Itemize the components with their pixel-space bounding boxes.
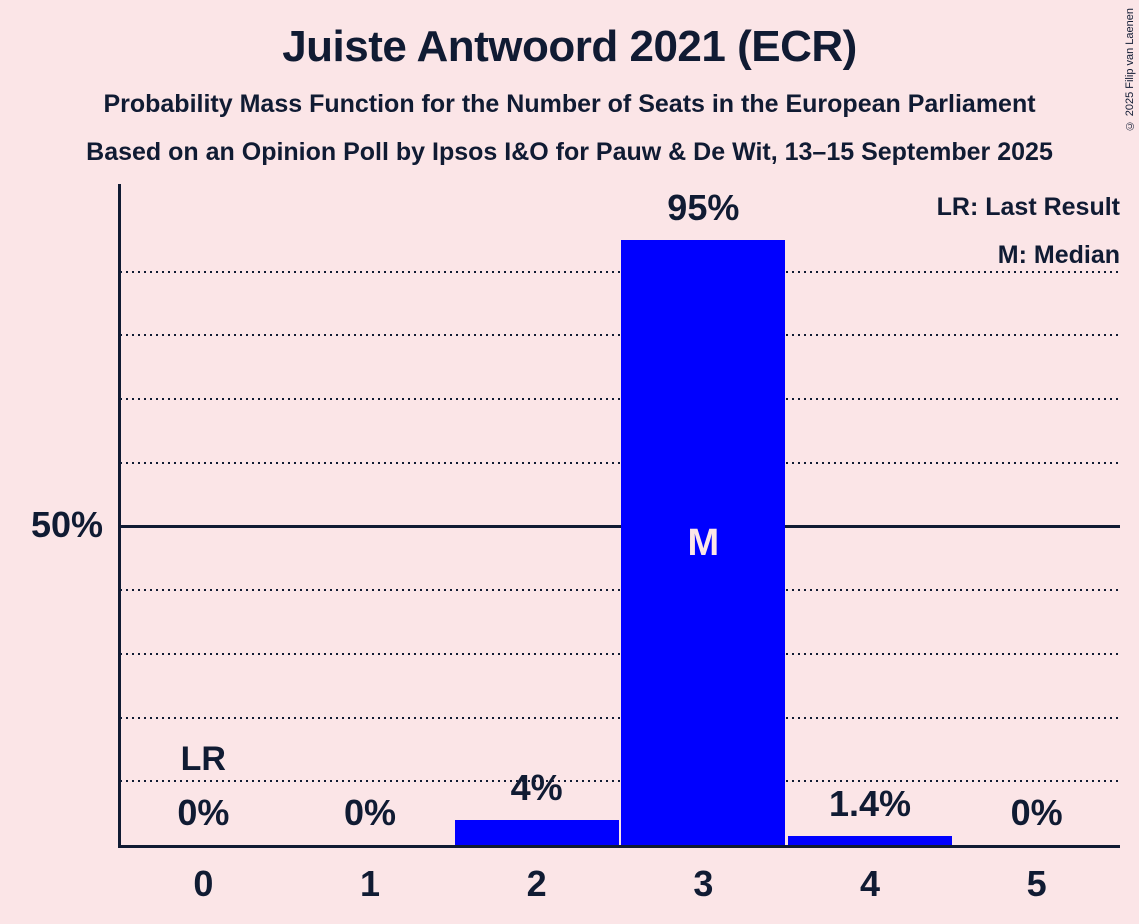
bar-value-label-5: 0% [1010, 792, 1063, 833]
chart-title: Juiste Antwoord 2021 (ECR) [282, 22, 857, 71]
gridline-dotted-70 [120, 398, 1120, 401]
gridline-dotted-90 [120, 270, 1120, 273]
x-tick-1: 1 [359, 863, 381, 904]
legend-last-result: LR: Last Result [936, 193, 1120, 221]
bar-value-label-3: 95% [667, 186, 740, 228]
bar-seats-2 [454, 819, 619, 845]
y-axis-line [118, 184, 121, 848]
chart-legend: LR: Last Result M: Median [937, 183, 1120, 279]
gridline-dotted-20 [120, 716, 1120, 719]
legend-median: M: Median [997, 241, 1120, 269]
x-tick-3: 3 [693, 863, 714, 904]
bar-seats-3 [621, 239, 786, 845]
gridline-dotted-80 [120, 334, 1120, 337]
gridline-dotted-40 [120, 589, 1120, 592]
median-marker: M [687, 522, 720, 564]
bar-seats-4 [788, 836, 952, 845]
bar-value-label-1: 0% [343, 792, 397, 833]
copyright-text: © 2025 Filip van Laenen [1124, 8, 1136, 132]
last-result-marker: LR [180, 740, 226, 778]
gridline-dotted-10 [120, 780, 1120, 783]
plot-area: 0% LR 0% 4% 95% M 1.4% 0% [120, 184, 1120, 845]
gridline-dotted-30 [120, 652, 1120, 655]
bar-value-label-4: 1.4% [828, 783, 912, 825]
x-tick-5: 5 [1026, 863, 1047, 904]
bar-value-label-2: 4% [510, 766, 563, 808]
x-tick-0: 0 [193, 863, 214, 904]
y-axis-50-label: 50% [30, 504, 103, 545]
x-axis-line [118, 845, 1120, 848]
gridline-dotted-60 [120, 461, 1120, 464]
gridline-solid-50 [120, 525, 1120, 528]
x-tick-4: 4 [859, 863, 881, 904]
bar-value-label-0: 0% [177, 792, 230, 833]
x-tick-2: 2 [526, 863, 547, 904]
x-tick-row: 0 1 2 3 4 5 [120, 864, 1120, 908]
chart-subtitle-2: Based on an Opinion Poll by Ipsos I&O fo… [86, 138, 1053, 166]
chart-subtitle-1: Probability Mass Function for the Number… [103, 90, 1036, 118]
